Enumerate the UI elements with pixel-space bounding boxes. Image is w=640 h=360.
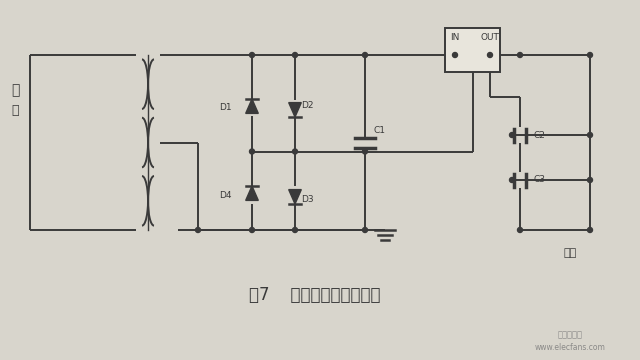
Polygon shape — [289, 190, 301, 204]
Text: 输出: 输出 — [563, 248, 577, 258]
Circle shape — [509, 132, 515, 138]
Polygon shape — [246, 186, 259, 201]
Text: 电子发烧友: 电子发烧友 — [557, 330, 582, 339]
Polygon shape — [289, 103, 301, 117]
Polygon shape — [246, 99, 259, 113]
Text: D4: D4 — [220, 190, 232, 199]
Text: 〈: 〈 — [11, 83, 19, 97]
Circle shape — [362, 228, 367, 233]
Circle shape — [518, 228, 522, 233]
Text: C1: C1 — [373, 126, 385, 135]
Circle shape — [250, 149, 255, 154]
Text: C2: C2 — [534, 130, 546, 139]
Circle shape — [362, 149, 367, 154]
Text: D1: D1 — [220, 104, 232, 112]
Circle shape — [588, 53, 593, 58]
Text: www.elecfans.com: www.elecfans.com — [534, 342, 605, 351]
Text: 图7    电源模块电路原理图: 图7 电源模块电路原理图 — [249, 286, 381, 304]
Circle shape — [588, 132, 593, 138]
Circle shape — [588, 177, 593, 183]
Circle shape — [292, 228, 298, 233]
Circle shape — [292, 53, 298, 58]
Text: C3: C3 — [534, 175, 546, 184]
Circle shape — [292, 149, 298, 154]
Text: D3: D3 — [301, 195, 314, 204]
Text: OUT: OUT — [481, 33, 499, 42]
Text: IN: IN — [451, 33, 460, 42]
Circle shape — [362, 53, 367, 58]
Circle shape — [509, 177, 515, 183]
Circle shape — [488, 53, 493, 58]
Circle shape — [250, 53, 255, 58]
Bar — [445, 28, 500, 72]
Circle shape — [518, 53, 522, 58]
Circle shape — [195, 228, 200, 233]
Text: D2: D2 — [301, 100, 314, 109]
Circle shape — [588, 228, 593, 233]
Text: 源: 源 — [12, 104, 19, 117]
Circle shape — [250, 228, 255, 233]
Circle shape — [452, 53, 458, 58]
